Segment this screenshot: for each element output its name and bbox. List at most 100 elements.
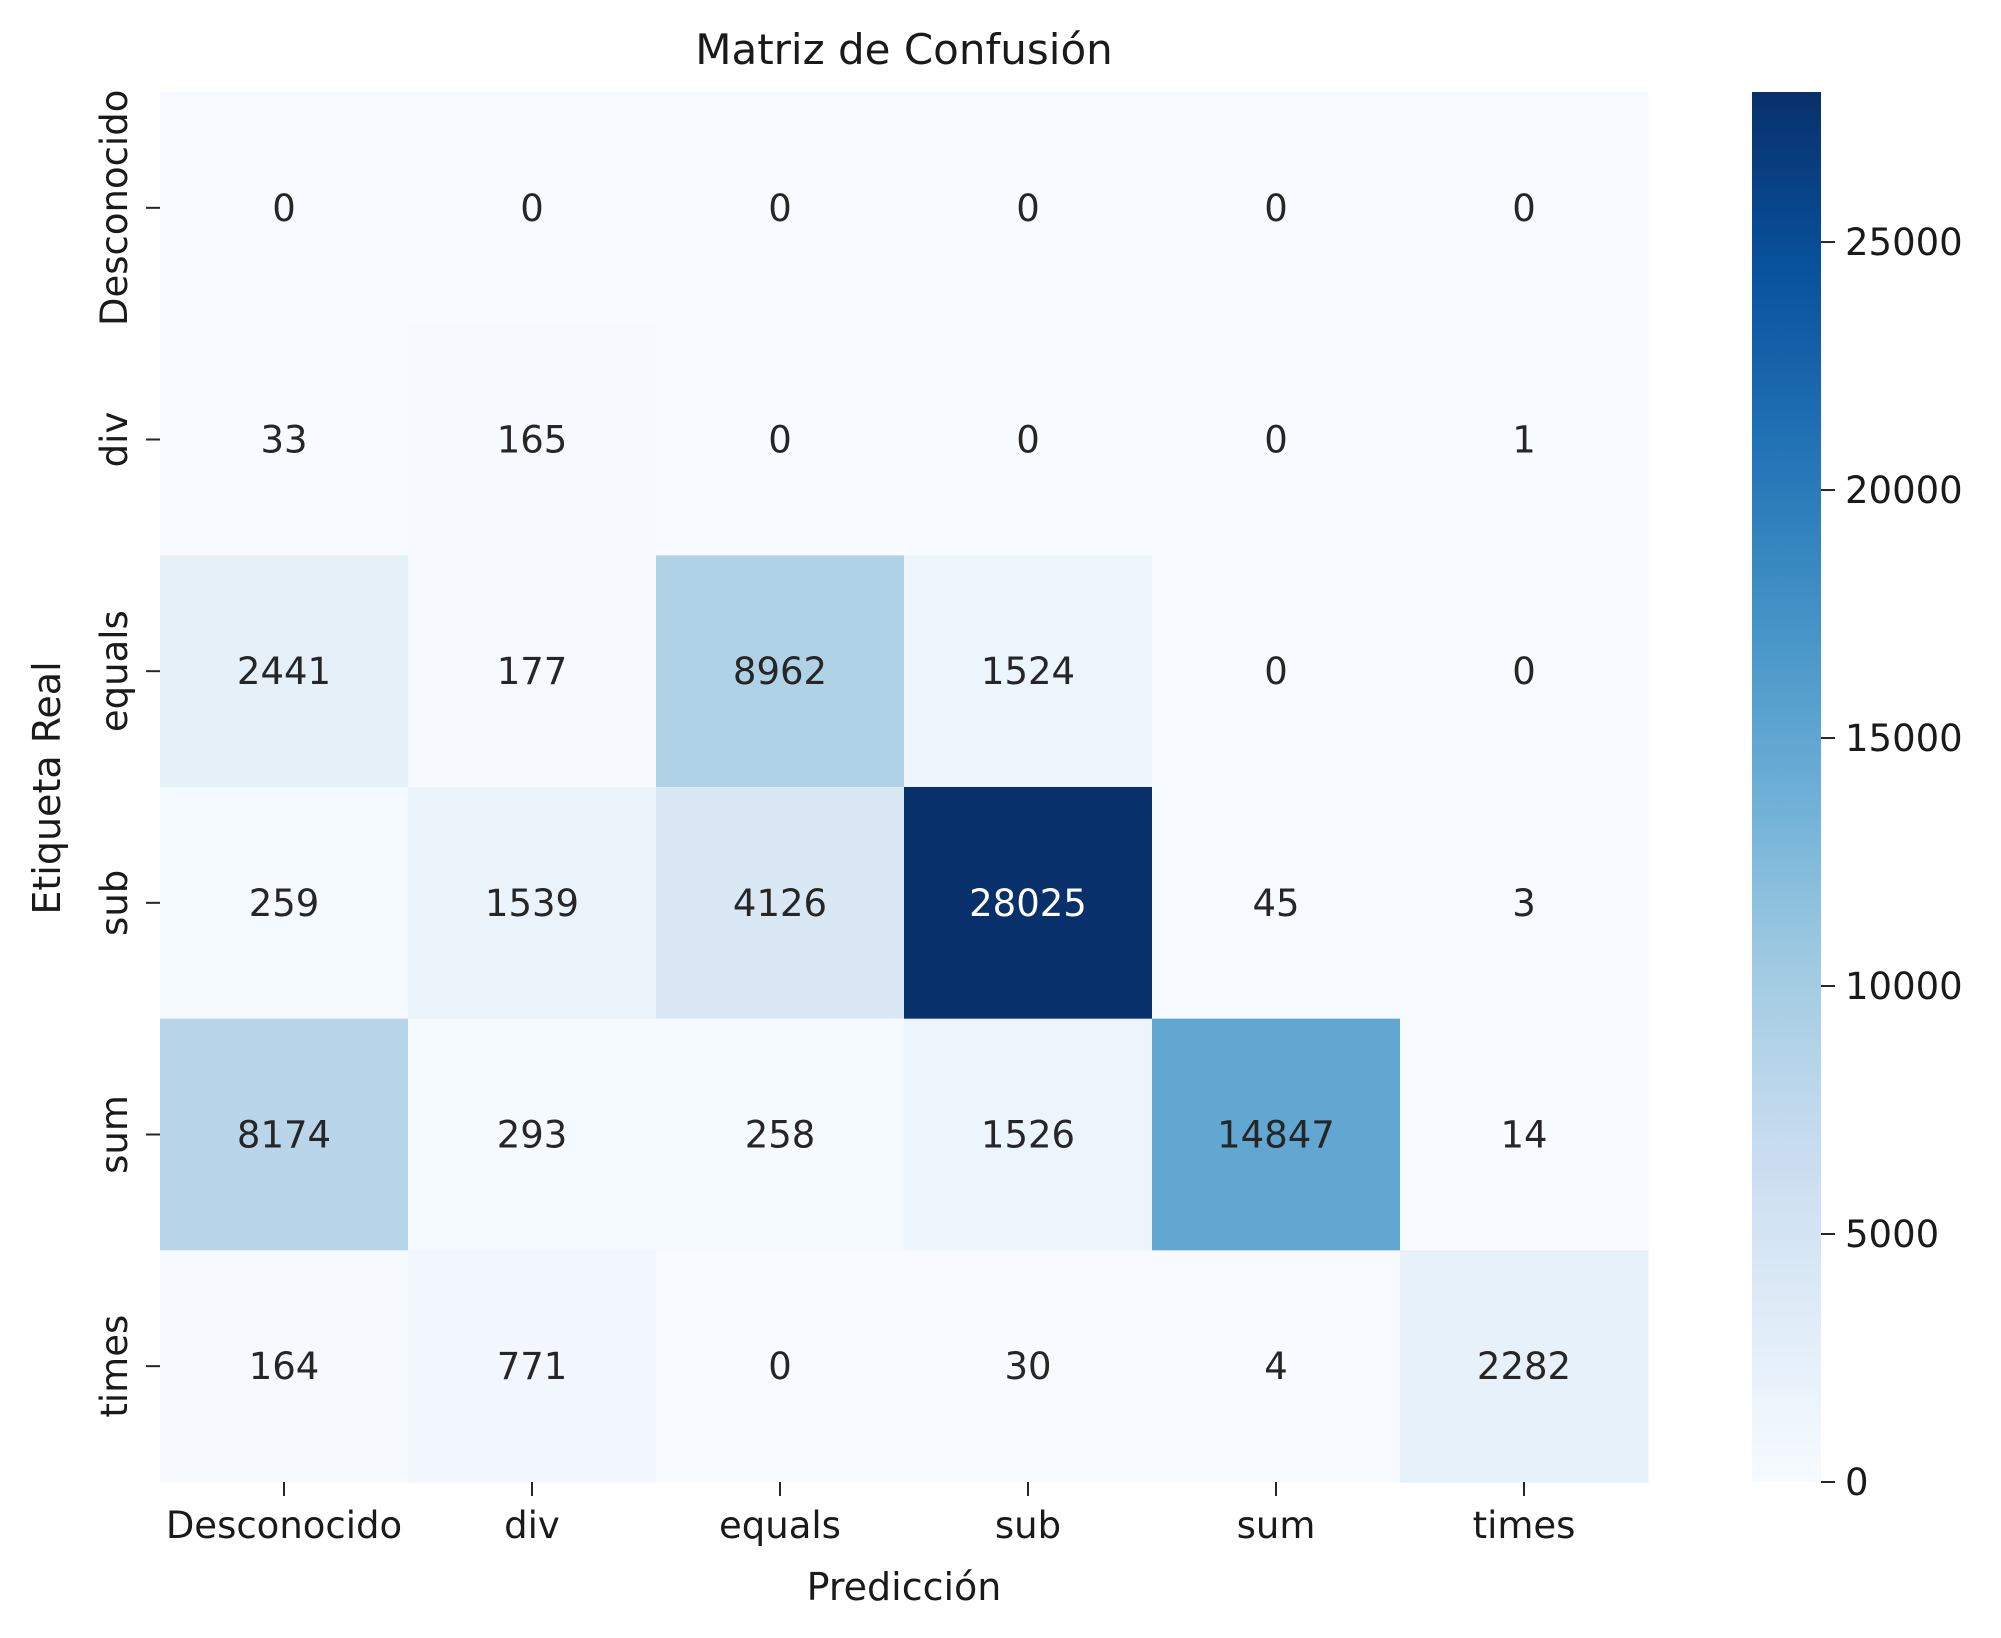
heatmap-cell-labels: 0 0 0 0 0 0 33 165 0 0 0 1 2441 177 8962 1524 0 0 259 1539 4… (237, 187, 1571, 1388)
heatmap-cell (656, 323, 905, 556)
colorbar-tick-label: 25000 (1845, 221, 1963, 264)
cell-value-label: 0 (768, 1345, 792, 1388)
cell-value-label: 0 (1016, 419, 1040, 462)
cell-value-label: 293 (497, 1114, 568, 1157)
colorbar-tick-label: 5000 (1845, 1213, 1939, 1256)
cell-value-label: 45 (1252, 882, 1299, 925)
heatmap-cell (1400, 787, 1649, 1020)
cell-value-label: 177 (497, 650, 568, 693)
cell-value-label: 1526 (981, 1114, 1075, 1157)
heatmap-cell (160, 92, 409, 325)
cell-value-label: 8174 (237, 1114, 331, 1157)
cell-value-label: 165 (497, 419, 568, 462)
heatmap-cell (656, 1018, 905, 1251)
x-tick-label: times (1473, 1504, 1576, 1547)
heatmap-cell (1152, 92, 1401, 325)
cell-value-label: 0 (520, 187, 544, 230)
cell-value-label: 30 (1004, 1345, 1051, 1388)
heatmap-cell (1152, 555, 1401, 788)
x-tick-label: sum (1237, 1504, 1316, 1547)
heatmap-cell (408, 1018, 657, 1251)
heatmap-cell (160, 555, 409, 788)
heatmap-cell (904, 1250, 1153, 1483)
cell-value-label: 28025 (969, 882, 1087, 925)
y-tick-label: div (93, 412, 136, 468)
heatmap-cell (408, 323, 657, 556)
heatmap-cells (160, 92, 1649, 1483)
cell-value-label: 0 (1512, 650, 1536, 693)
colorbar-tick-label: 10000 (1845, 965, 1963, 1008)
heatmap-cell (1400, 555, 1649, 788)
y-tick-label: sum (93, 1095, 136, 1174)
cell-value-label: 0 (1264, 187, 1288, 230)
colorbar-tick-label: 20000 (1845, 469, 1963, 512)
cell-value-label: 258 (745, 1114, 816, 1157)
cell-value-label: 3 (1512, 882, 1536, 925)
heatmap-cell (408, 787, 657, 1020)
heatmap-cell (160, 1018, 409, 1251)
x-tick-label: div (504, 1504, 560, 1547)
colorbar-ticks: 0 5000 10000 15000 20000 25000 (1821, 221, 1963, 1504)
colorbar-tick-label: 15000 (1845, 717, 1963, 760)
cell-value-label: 0 (1264, 650, 1288, 693)
heatmap-cell (1400, 1250, 1649, 1483)
cell-value-label: 771 (497, 1345, 568, 1388)
heatmap-cell (1152, 1250, 1401, 1483)
heatmap-cell (1152, 787, 1401, 1020)
heatmap-cell (904, 1018, 1153, 1251)
y-axis-label: Etiqueta Real (25, 661, 69, 914)
cell-value-label: 0 (272, 187, 296, 230)
cell-value-label: 8962 (733, 650, 827, 693)
heatmap-cell (904, 323, 1153, 556)
y-tick-label: times (93, 1315, 136, 1418)
heatmap-cell (904, 787, 1153, 1020)
heatmap-cell (408, 1250, 657, 1483)
cell-value-label: 33 (260, 419, 307, 462)
cell-value-label: 4 (1264, 1345, 1288, 1388)
cell-value-label: 2282 (1477, 1345, 1571, 1388)
heatmap-cell (656, 787, 905, 1020)
cell-value-label: 259 (249, 882, 320, 925)
heatmap-cell (160, 1250, 409, 1483)
cell-value-label: 164 (249, 1345, 320, 1388)
x-tick-label: equals (719, 1504, 841, 1547)
cell-value-label: 0 (768, 187, 792, 230)
cell-value-label: 0 (1264, 419, 1288, 462)
heatmap-cell (656, 1250, 905, 1483)
y-tick-label: sub (93, 870, 136, 936)
cell-value-label: 0 (1512, 187, 1536, 230)
x-tick-label: sub (995, 1504, 1061, 1547)
x-axis-ticks: Desconocido div equals sub sum times (166, 1482, 1576, 1547)
chart-title: Matriz de Confusión (695, 25, 1113, 74)
heatmap-cell (160, 787, 409, 1020)
x-axis-label: Predicción (807, 1565, 1002, 1609)
cell-value-label: 14 (1500, 1114, 1547, 1157)
cell-value-label: 1 (1512, 419, 1536, 462)
heatmap-cell (1400, 323, 1649, 556)
heatmap-cell (1400, 92, 1649, 325)
cell-value-label: 1524 (981, 650, 1075, 693)
y-axis-ticks: Desconocido div equals sub sum times (93, 90, 160, 1418)
heatmap-cell (656, 555, 905, 788)
cell-value-label: 4126 (733, 882, 827, 925)
x-tick-label: Desconocido (166, 1504, 402, 1547)
heatmap-cell (160, 323, 409, 556)
heatmap-cell (656, 92, 905, 325)
y-tick-label: Desconocido (93, 90, 136, 326)
cell-value-label: 2441 (237, 650, 331, 693)
colorbar-tick-label: 0 (1845, 1461, 1869, 1504)
cell-value-label: 14847 (1217, 1114, 1335, 1157)
heatmap-cell (904, 555, 1153, 788)
heatmap-cell (904, 92, 1153, 325)
cell-value-label: 0 (768, 419, 792, 462)
y-tick-label: equals (93, 610, 136, 732)
cell-value-label: 1539 (485, 882, 579, 925)
cell-value-label: 0 (1016, 187, 1040, 230)
colorbar (1752, 92, 1821, 1482)
heatmap-cell (1152, 1018, 1401, 1251)
heatmap-cell (1152, 323, 1401, 556)
heatmap-cell (408, 92, 657, 325)
heatmap-cell (408, 555, 657, 788)
